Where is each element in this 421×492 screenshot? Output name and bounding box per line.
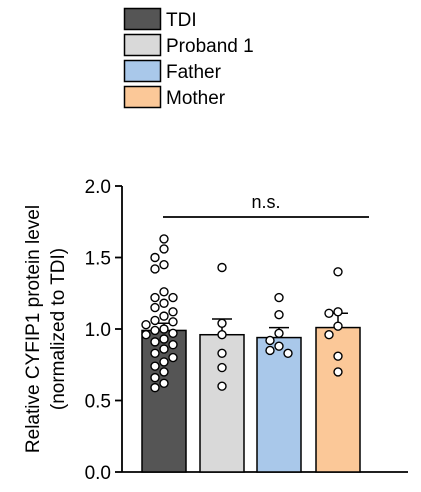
data-point-0-24 (168, 352, 178, 363)
data-point-0-17 (168, 328, 178, 338)
data-point-0-20 (150, 337, 160, 347)
bar-0 (141, 329, 187, 473)
y-tick-label-4: 2.0 (85, 177, 111, 198)
data-point-0-15 (159, 324, 169, 334)
data-point-2-4 (274, 341, 284, 351)
data-point-0-29 (159, 378, 169, 389)
legend-label-3: Mother (166, 88, 226, 109)
data-point-0-23 (150, 348, 160, 359)
data-point-0-30 (150, 382, 160, 393)
legend-swatch-1 (123, 33, 162, 57)
data-point-0-19 (159, 334, 169, 344)
data-point-0-14 (141, 320, 151, 330)
data-point-3-1 (333, 307, 343, 317)
data-point-1-4 (217, 362, 227, 373)
y-axis-label-line-1: (normalized to TDI) (48, 248, 69, 410)
legend-swatch-0 (123, 7, 162, 31)
significance-annotation: n.s. (163, 192, 369, 218)
data-point-0-28 (150, 372, 160, 383)
data-points (141, 234, 343, 393)
legend-label-1: Proband 1 (166, 36, 254, 57)
legend-label-0: TDI (166, 10, 197, 31)
data-point-0-0 (159, 234, 169, 244)
bar-3 (315, 326, 361, 473)
data-point-3-5 (333, 351, 343, 361)
data-point-1-5 (217, 381, 227, 391)
data-point-0-27 (159, 367, 169, 377)
y-tick-label-3: 1.5 (85, 249, 111, 270)
data-point-2-6 (283, 348, 293, 359)
y-axis-label-line-0: Relative CYFIP1 protein level (23, 205, 44, 453)
data-point-0-3 (159, 259, 169, 270)
data-point-0-13 (168, 317, 178, 327)
significance-label: n.s. (251, 192, 280, 212)
data-point-0-9 (150, 302, 160, 313)
data-point-2-3 (265, 335, 275, 346)
data-point-0-21 (168, 340, 178, 350)
data-point-2-5 (265, 345, 275, 356)
data-point-0-16 (150, 325, 160, 336)
data-point-0-18 (141, 330, 151, 340)
data-point-1-2 (217, 330, 227, 340)
legend: TDI Proband 1 Father Mother (123, 7, 254, 109)
data-point-1-1 (217, 318, 227, 328)
data-point-2-0 (274, 292, 284, 303)
data-point-0-10 (168, 307, 178, 317)
data-point-0-8 (159, 298, 169, 308)
data-point-0-26 (150, 361, 160, 371)
y-tick-label-0: 0.0 (85, 463, 111, 484)
data-point-0-2 (150, 252, 160, 263)
bar-2 (256, 336, 302, 473)
data-point-0-22 (159, 344, 169, 354)
data-point-2-1 (274, 310, 284, 320)
data-point-3-0 (333, 267, 343, 277)
y-tick-label-2: 1.0 (85, 320, 111, 341)
data-point-0-25 (159, 357, 169, 367)
data-point-0-6 (150, 292, 160, 303)
data-point-0-4 (150, 264, 160, 274)
data-point-1-3 (217, 348, 227, 359)
bars (141, 326, 361, 473)
data-point-3-4 (324, 330, 334, 340)
data-point-0-12 (150, 315, 160, 326)
data-point-0-7 (168, 292, 178, 303)
data-point-0-1 (159, 244, 169, 254)
legend-swatch-3 (123, 85, 162, 109)
data-point-3-3 (333, 321, 343, 331)
data-point-1-0 (217, 262, 227, 273)
data-point-3-6 (333, 367, 343, 377)
y-tick-label-1: 0.5 (85, 392, 111, 413)
data-point-2-2 (274, 328, 284, 338)
legend-swatch-2 (123, 59, 162, 83)
data-point-3-2 (324, 308, 334, 318)
legend-label-2: Father (166, 62, 222, 83)
data-point-0-5 (159, 287, 169, 297)
y-axis-label: Relative CYFIP1 protein level (normalized… (23, 205, 69, 453)
data-point-0-11 (159, 311, 169, 321)
